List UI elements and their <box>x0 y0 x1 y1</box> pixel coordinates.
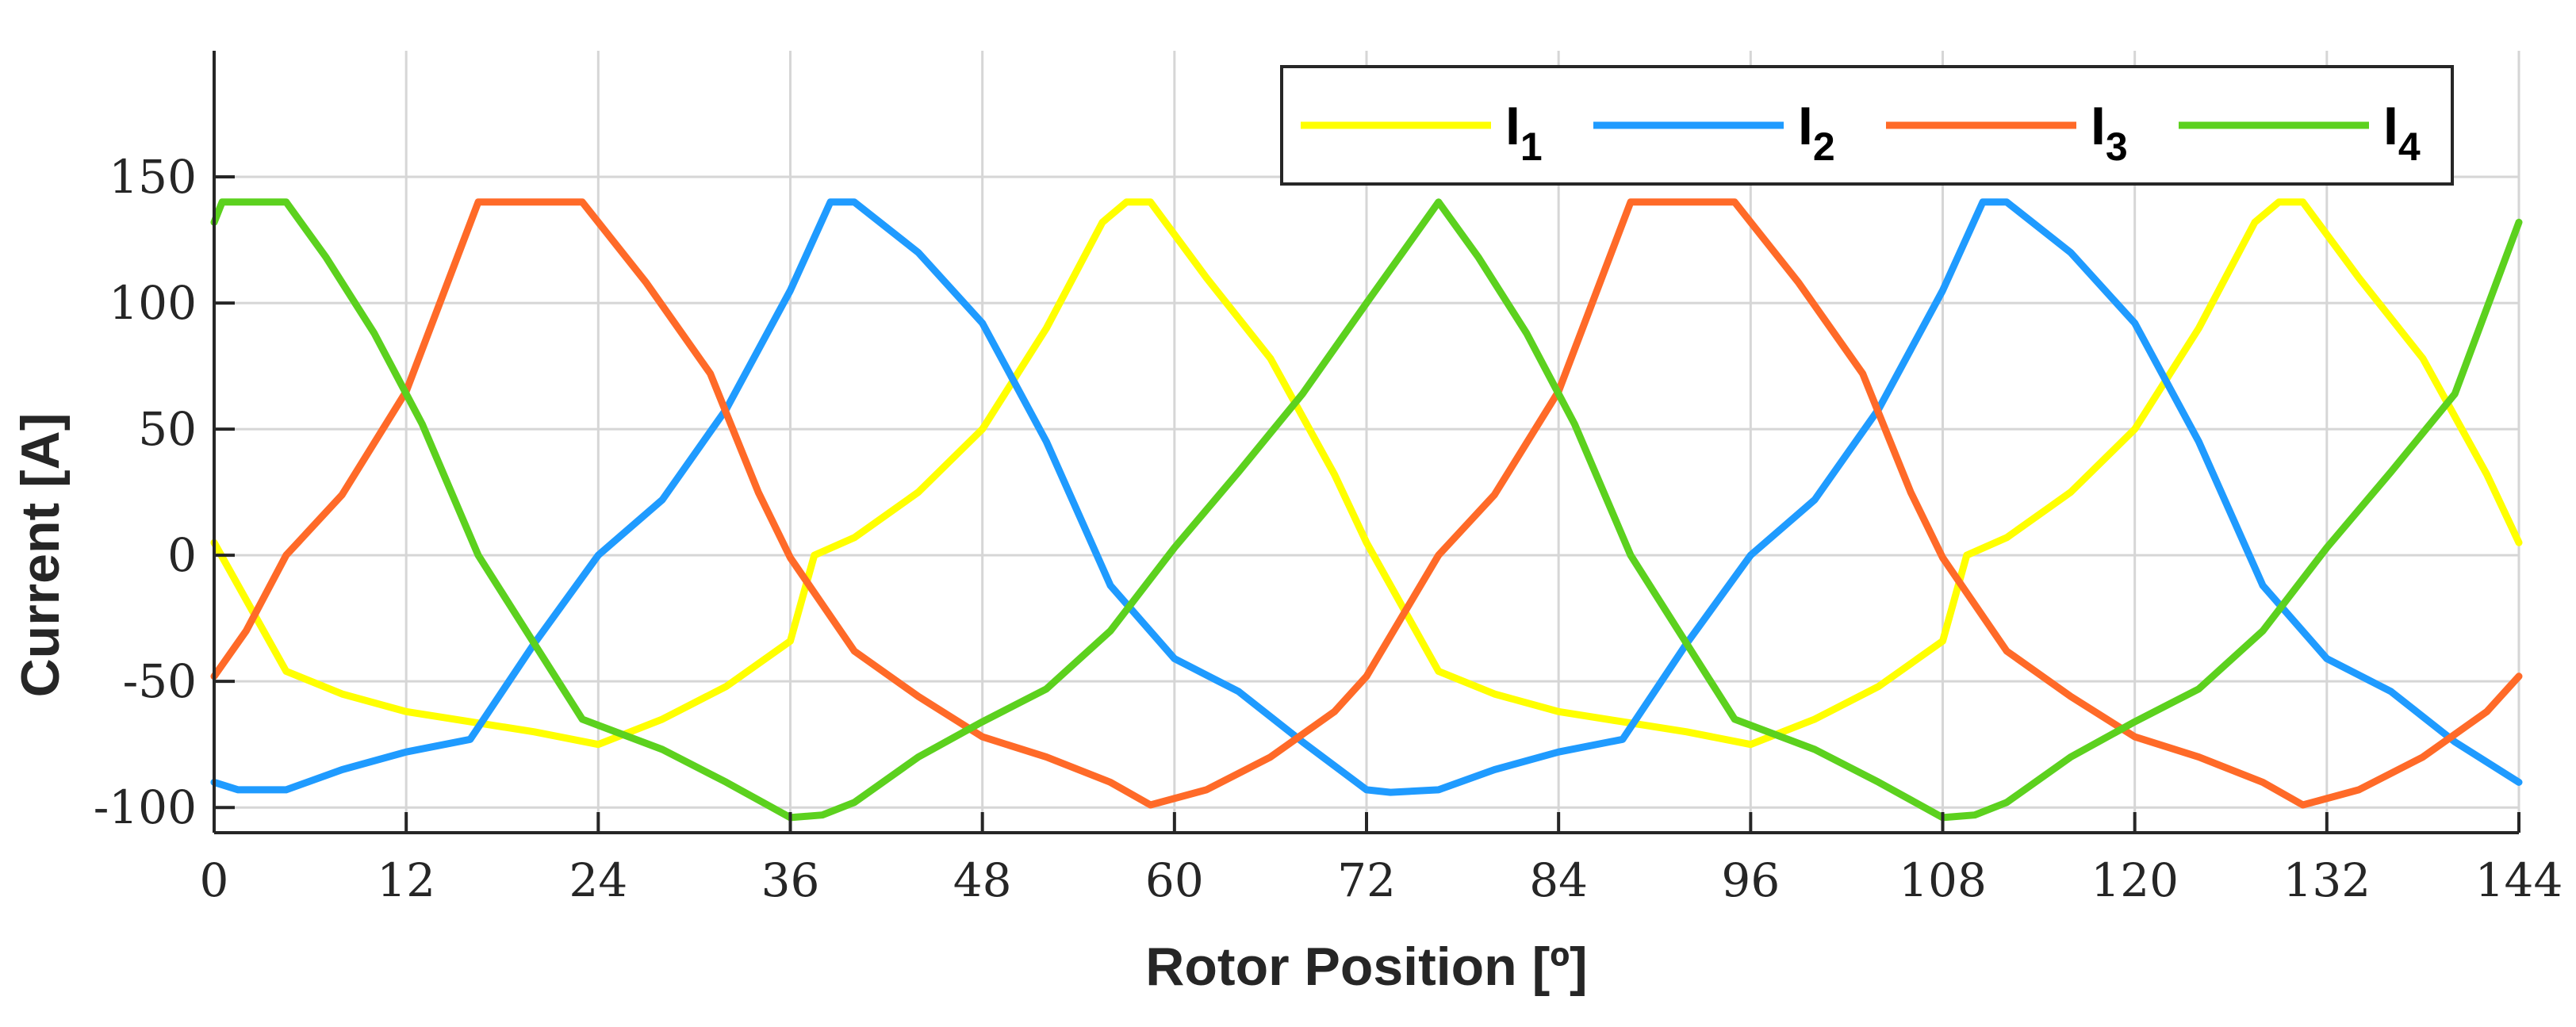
legend-label-i4: I4 <box>2383 96 2421 169</box>
series-line-i2 <box>210 198 2523 796</box>
x-tick-label: 0 <box>200 853 229 907</box>
series-line-i4 <box>210 198 2523 822</box>
x-tick-label: 36 <box>761 853 820 907</box>
x-tick-label: 120 <box>2091 853 2179 907</box>
series-lines <box>210 198 2523 822</box>
x-axis-label: Rotor Position [º] <box>1145 937 1587 997</box>
x-tick-label: 144 <box>2475 853 2563 907</box>
legend-label-i2: I2 <box>1798 96 1835 169</box>
x-tick-label: 48 <box>953 853 1012 907</box>
series-line-i3 <box>210 198 2523 809</box>
axes <box>213 51 2520 834</box>
y-tick-label: -50 <box>123 654 197 708</box>
x-tick-label: 24 <box>569 853 627 907</box>
y-tick-label: -100 <box>94 780 197 834</box>
y-tick-label: 150 <box>109 150 197 204</box>
y-axis-label: Current [A] <box>10 413 71 698</box>
x-tick-label: 60 <box>1145 853 1204 907</box>
legend-label-i1: I1 <box>1505 96 1543 169</box>
x-tick-label: 72 <box>1337 853 1396 907</box>
legend-label-i3: I3 <box>2091 96 2128 169</box>
x-tick-label: 132 <box>2283 853 2371 907</box>
x-tick-label: 108 <box>1899 853 1987 907</box>
series-line-i1 <box>210 198 2523 749</box>
x-tick-label: 84 <box>1529 853 1588 907</box>
x-tick-label: 96 <box>1721 853 1780 907</box>
y-tick-label: 50 <box>138 402 197 456</box>
y-tick-label: 100 <box>109 276 197 330</box>
x-tick-label: 12 <box>377 853 435 907</box>
legend: I1 I2 I3 I4 <box>1280 65 2454 186</box>
y-tick-label: 0 <box>167 528 197 582</box>
tick-labels: 0 12 24 36 48 60 72 84 96 108 120 132 144 -100 -50 0 50 1… <box>94 150 2563 907</box>
